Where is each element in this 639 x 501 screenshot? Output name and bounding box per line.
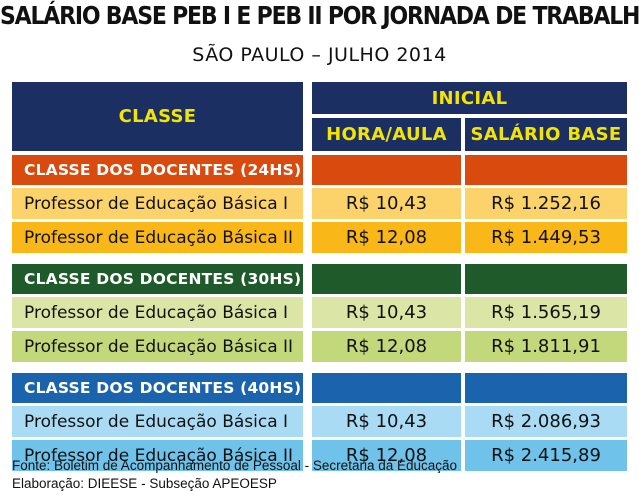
- footer-source: Fonte: Boletim de Acompanhamento de Pess…: [12, 458, 458, 473]
- salario-base-value: R$ 1.565,19: [465, 297, 627, 328]
- page-title: SALÁRIO BASE PEB I E PEB II POR JORNADA …: [0, 2, 639, 31]
- section-header: CLASSE DOS DOCENTES (24HS): [12, 155, 303, 185]
- row-label: Professor de Educação Básica II: [12, 331, 303, 362]
- header-hora-aula: HORA/AULA: [312, 118, 461, 151]
- section-header-fill: [465, 264, 627, 294]
- row-label: Professor de Educação Básica I: [12, 188, 303, 219]
- hora-aula-value: R$ 12,08: [312, 331, 461, 362]
- salario-base-value: R$ 2.086,93: [465, 406, 627, 437]
- hora-aula-value: R$ 10,43: [312, 188, 461, 219]
- hora-aula-value: R$ 10,43: [312, 297, 461, 328]
- header-salario-base: SALÁRIO BASE: [465, 118, 627, 151]
- salario-base-value: R$ 1.811,91: [465, 331, 627, 362]
- section-header-fill: [465, 155, 627, 185]
- salario-base-value: R$ 1.449,53: [465, 222, 627, 253]
- hora-aula-value: R$ 12,08: [312, 222, 461, 253]
- salario-base-value: R$ 1.252,16: [465, 188, 627, 219]
- section-header-fill: [312, 155, 461, 185]
- header-inicial: INICIAL: [312, 82, 627, 114]
- row-label: Professor de Educação Básica II: [12, 222, 303, 253]
- row-label: Professor de Educação Básica II: [12, 440, 303, 471]
- hora-aula-value: R$ 12,08: [312, 440, 461, 471]
- row-label: Professor de Educação Básica I: [12, 406, 303, 437]
- hora-aula-value: R$ 10,43: [312, 406, 461, 437]
- row-label: Professor de Educação Básica I: [12, 297, 303, 328]
- page-subtitle: SÃO PAULO – JULHO 2014: [192, 44, 447, 66]
- salario-base-value: R$ 2.415,89: [465, 440, 627, 471]
- header-classe: CLASSE: [12, 82, 303, 151]
- section-header-fill: [465, 373, 627, 403]
- footer-credit: Elaboração: DIEESE - Subseção APEOESP: [12, 476, 277, 491]
- section-header: CLASSE DOS DOCENTES (40HS): [12, 373, 303, 403]
- section-header: CLASSE DOS DOCENTES (30HS): [12, 264, 303, 294]
- section-header-fill: [312, 264, 461, 294]
- section-header-fill: [312, 373, 461, 403]
